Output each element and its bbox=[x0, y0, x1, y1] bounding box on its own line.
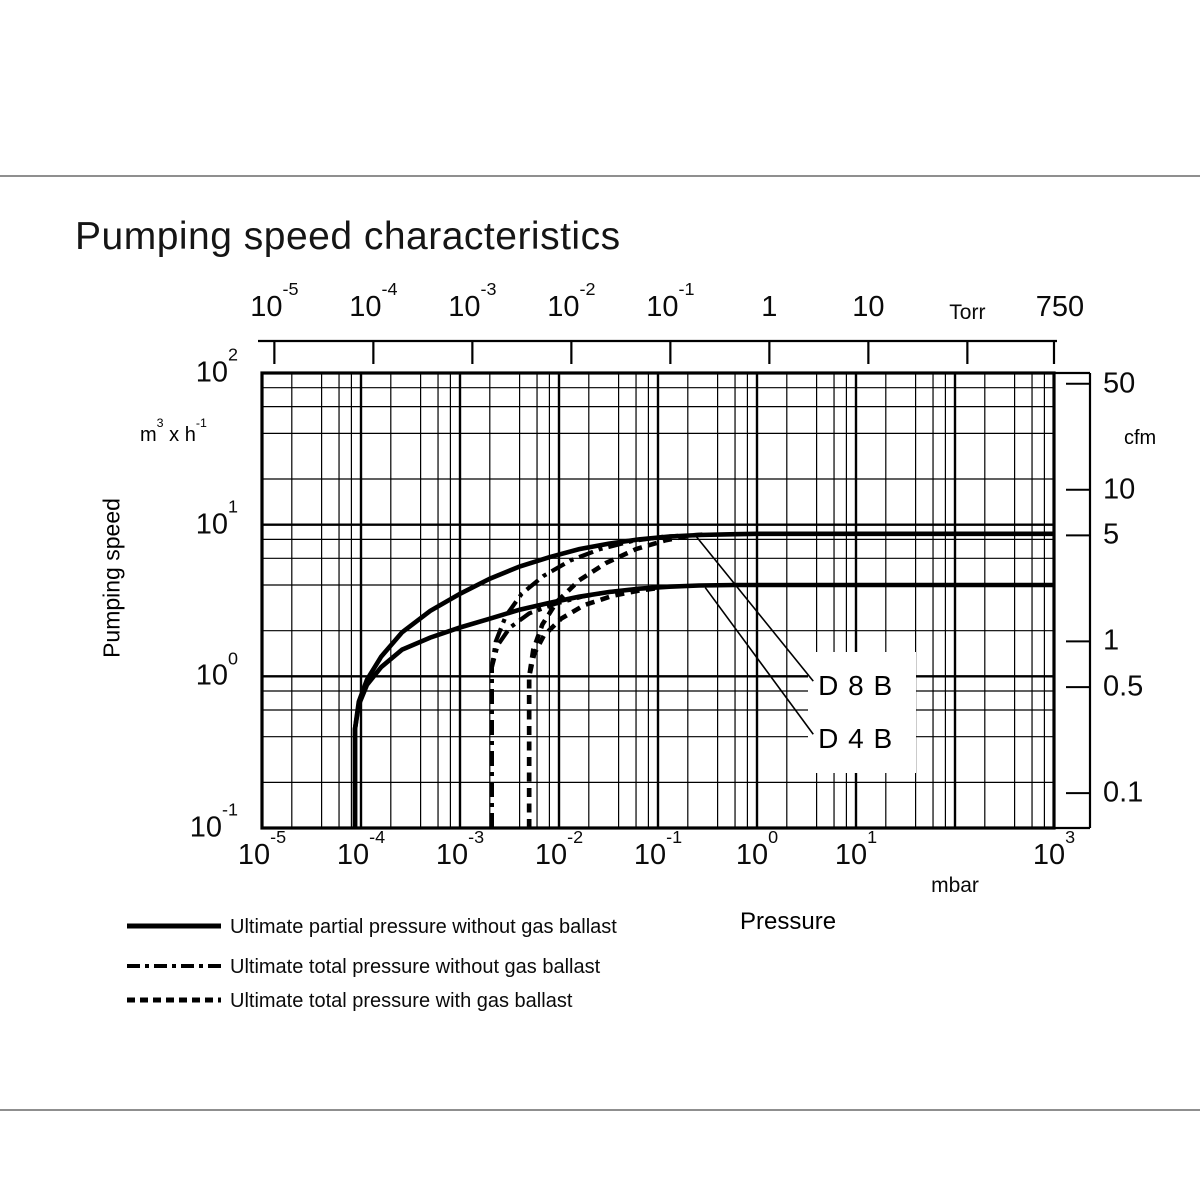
bottom-tick-label: 10-2 bbox=[534, 827, 584, 871]
top-tick-label: 10-1 bbox=[646, 279, 695, 323]
cfm-tick-label: 50 bbox=[1103, 367, 1136, 400]
y-axis-title: Pumping speed bbox=[98, 498, 125, 658]
legend-swatch-dashdot bbox=[127, 964, 221, 968]
top-tick-label: 1 bbox=[761, 291, 778, 323]
legend-label: Ultimate total pressure without gas ball… bbox=[230, 956, 601, 978]
bottom-tick-label: 10-5 bbox=[237, 827, 287, 871]
curve-d4b-dashdot bbox=[489, 588, 624, 828]
top-divider bbox=[0, 175, 1200, 177]
curve-label-d8b: D 8 B bbox=[818, 670, 894, 702]
top-tick-label: 750 bbox=[1035, 291, 1085, 323]
cfm-tick-label: 0.5 bbox=[1103, 670, 1144, 703]
curve-d8b-dashed bbox=[526, 532, 706, 828]
left-tick-label: 102 bbox=[195, 344, 238, 389]
cfm-tick-label: 0.1 bbox=[1103, 776, 1144, 809]
right-axis-unit: cfm bbox=[1124, 427, 1157, 449]
bottom-divider bbox=[0, 1109, 1200, 1111]
bottom-tick-label: 10-3 bbox=[435, 827, 485, 871]
bottom-tick-label: 101 bbox=[834, 827, 878, 871]
bottom-tick-label: 100 bbox=[735, 827, 779, 871]
x-axis-title: Pressure bbox=[740, 908, 837, 935]
curve-d4b-dashed bbox=[526, 585, 659, 828]
top-tick-label: 10-5 bbox=[250, 279, 299, 323]
bottom-tick-label: 10-4 bbox=[336, 827, 386, 871]
left-tick-label: 10-1 bbox=[189, 799, 238, 844]
cfm-tick-label: 10 bbox=[1103, 473, 1136, 506]
y-axis-unit: m3 x h-1 bbox=[140, 415, 207, 446]
top-tick-label: 10-3 bbox=[448, 279, 497, 323]
legend-label: Ultimate total pressure with gas ballast bbox=[230, 990, 573, 1012]
legend-label: Ultimate partial pressure without gas ba… bbox=[230, 916, 617, 938]
cfm-tick-label: 5 bbox=[1103, 518, 1120, 551]
curve-label-mask bbox=[808, 652, 916, 773]
top-tick-label: 10 bbox=[852, 291, 885, 323]
curve-d4b-solid bbox=[352, 582, 1054, 828]
left-tick-label: 101 bbox=[195, 496, 238, 541]
bottom-tick-label: mbar bbox=[931, 874, 979, 897]
plot-border bbox=[260, 371, 1056, 830]
left-tick-label: 100 bbox=[195, 648, 238, 692]
chart-title: Pumping speed characteristics bbox=[75, 215, 621, 258]
curve-leader-line bbox=[704, 587, 814, 735]
legend-swatch-solid bbox=[127, 923, 221, 929]
curve-leader-line bbox=[695, 535, 814, 682]
top-tick-label: 10-2 bbox=[547, 279, 596, 323]
curve-label-d4b: D 4 B bbox=[818, 723, 894, 755]
top-tick-label: Torr bbox=[949, 301, 986, 324]
legend-swatch-dashed bbox=[127, 997, 221, 1003]
bottom-tick-label: 10-1 bbox=[633, 827, 683, 871]
top-tick-label: 10-4 bbox=[349, 279, 398, 323]
bottom-tick-label: 103 bbox=[1032, 827, 1076, 871]
cfm-tick-label: 1 bbox=[1103, 624, 1120, 657]
